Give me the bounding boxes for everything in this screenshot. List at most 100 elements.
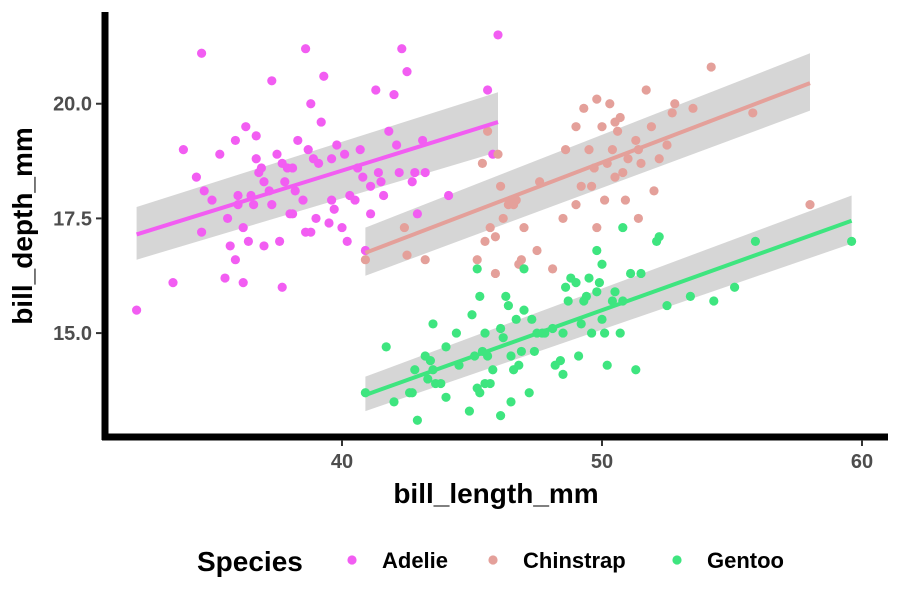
gentoo-point xyxy=(480,328,490,338)
legend-item-chinstrap: Chinstrap xyxy=(488,548,626,573)
gentoo-point xyxy=(410,365,420,375)
adelie-point xyxy=(350,195,360,205)
chinstrap-point xyxy=(592,222,602,233)
adelie-point xyxy=(259,241,269,251)
gentoo-point xyxy=(587,328,597,338)
chinstrap-point xyxy=(420,255,430,265)
trend-lines xyxy=(136,81,853,397)
gentoo-point xyxy=(496,323,506,334)
chinstrap-point xyxy=(646,122,657,132)
gentoo-point xyxy=(425,356,435,366)
adelie-point xyxy=(324,218,334,228)
adelie-point xyxy=(275,236,285,246)
chinstrap-point xyxy=(483,126,493,136)
adelie-point xyxy=(332,140,342,150)
gentoo-point xyxy=(496,411,506,421)
gentoo-point xyxy=(407,388,417,398)
adelie-point xyxy=(402,67,412,77)
adelie-point xyxy=(444,190,454,201)
adelie-point xyxy=(303,145,313,155)
adelie-point xyxy=(288,163,298,173)
gentoo-point xyxy=(594,278,605,288)
gentoo-point xyxy=(501,291,511,301)
chinstrap-point xyxy=(472,255,482,265)
y-tick-label: 17.5 xyxy=(53,208,92,230)
chinstrap-point xyxy=(587,181,597,191)
adelie-point xyxy=(376,177,386,187)
adelie-point xyxy=(483,85,493,95)
gentoo-point xyxy=(662,300,672,311)
chinstrap-confidence-band xyxy=(365,53,810,276)
chinstrap-point xyxy=(498,213,508,224)
gentoo-point xyxy=(511,314,521,324)
chinstrap-point xyxy=(490,268,500,279)
gentoo-point xyxy=(441,342,451,352)
chinstrap-point xyxy=(490,232,500,242)
y-tick-label: 20.0 xyxy=(53,94,92,116)
adelie-point xyxy=(277,282,287,292)
gentoo-point xyxy=(519,305,529,315)
adelie-point xyxy=(285,209,295,219)
chinstrap-point xyxy=(662,140,672,150)
chinstrap-point xyxy=(620,195,631,205)
adelie-point xyxy=(493,30,503,40)
chinstrap-point xyxy=(636,158,646,168)
chinstrap-point xyxy=(607,145,618,155)
chinstrap-point xyxy=(519,222,529,233)
gentoo-point xyxy=(381,342,391,352)
adelie-point xyxy=(191,172,201,182)
gentoo-point xyxy=(607,296,618,306)
adelie-point xyxy=(337,222,347,233)
adelie-point xyxy=(342,236,352,246)
adelie-point xyxy=(412,209,422,219)
adelie-point xyxy=(267,200,277,210)
legend-label-chinstrap: Chinstrap xyxy=(523,548,626,573)
chinstrap-point xyxy=(670,99,680,109)
gentoo-point xyxy=(574,351,584,361)
adelie-point xyxy=(220,273,230,283)
chinstrap-point xyxy=(493,149,503,159)
gentoo-point xyxy=(631,365,641,375)
adelie-point xyxy=(358,172,368,182)
chinstrap-point xyxy=(641,85,651,95)
adelie-point xyxy=(392,140,402,150)
chinstrap-point xyxy=(477,158,487,168)
chinstrap-point xyxy=(610,172,620,182)
adelie-point xyxy=(410,167,420,178)
gentoo-point xyxy=(488,365,498,375)
adelie-point xyxy=(316,117,326,127)
chinstrap-point xyxy=(579,103,589,113)
chinstrap-point xyxy=(706,62,716,72)
adelie-point xyxy=(230,255,240,265)
adelie-point xyxy=(267,76,277,86)
gentoo-point xyxy=(389,397,399,407)
chinstrap-point xyxy=(576,181,586,191)
gentoo-point xyxy=(584,273,594,283)
gentoo-point xyxy=(441,392,451,402)
chinstrap-point xyxy=(592,94,602,104)
adelie-point xyxy=(420,167,430,178)
adelie-point xyxy=(230,135,240,146)
chinstrap-point xyxy=(402,250,412,260)
chinstrap-trend-line xyxy=(364,81,811,255)
legend: Species Adelie Chinstrap Gentoo xyxy=(197,546,784,577)
chinstrap-point xyxy=(605,99,615,109)
adelie-point xyxy=(314,158,324,168)
x-tick-label: 40 xyxy=(331,451,353,473)
chinstrap-point xyxy=(649,186,659,196)
chinstrap-point xyxy=(618,167,628,178)
gentoo-point xyxy=(602,360,612,370)
adelie-point xyxy=(259,177,269,187)
gentoo-point xyxy=(464,406,474,416)
gentoo-point xyxy=(563,296,573,306)
legend-key-adelie xyxy=(347,555,357,565)
y-axis-ticks: 15.0 17.5 20.0 xyxy=(53,94,102,345)
adelie-point xyxy=(397,44,407,54)
adelie-point xyxy=(329,204,339,214)
adelie-point xyxy=(249,200,259,210)
gentoo-point xyxy=(561,282,571,292)
gentoo-point xyxy=(615,328,625,338)
gentoo-point xyxy=(610,287,620,297)
legend-item-adelie: Adelie xyxy=(347,548,448,573)
adelie-point xyxy=(327,195,337,205)
